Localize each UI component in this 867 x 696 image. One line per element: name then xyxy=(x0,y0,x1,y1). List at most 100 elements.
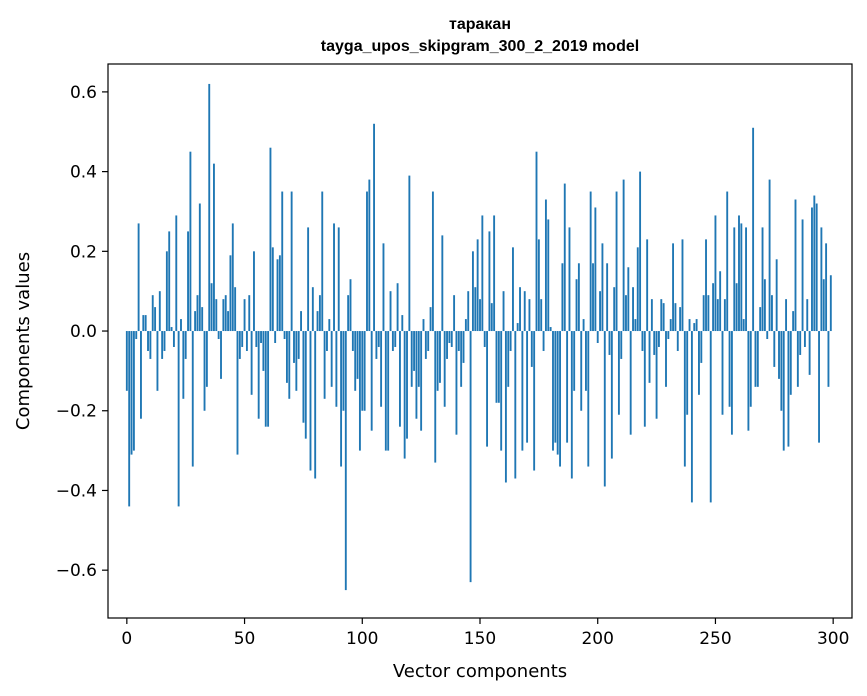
bar xyxy=(627,267,630,332)
bar xyxy=(151,295,154,332)
bar xyxy=(203,331,206,411)
bar xyxy=(311,287,314,332)
bar xyxy=(537,239,540,332)
bar xyxy=(184,331,187,359)
bar xyxy=(406,331,408,439)
bar xyxy=(785,299,788,332)
bar xyxy=(716,299,719,332)
bar xyxy=(323,331,326,399)
bar xyxy=(768,179,771,332)
bar xyxy=(679,307,682,332)
bar xyxy=(655,331,658,419)
bar xyxy=(662,303,665,332)
bar xyxy=(260,331,262,343)
bar xyxy=(688,319,691,332)
bar-series xyxy=(125,83,832,591)
bar xyxy=(528,299,531,332)
bar xyxy=(351,331,354,351)
bar xyxy=(436,331,439,391)
bar xyxy=(422,319,425,332)
bar xyxy=(490,303,493,332)
y-tick-label: 0.2 xyxy=(70,242,97,262)
bar xyxy=(342,331,345,411)
bar xyxy=(782,331,785,451)
bar xyxy=(481,215,484,332)
bar xyxy=(803,331,806,347)
bar xyxy=(740,223,743,332)
bar xyxy=(455,331,458,435)
y-axis: 0.6 0.4 0.2 0.0 −0.2 −0.4 −0.6 xyxy=(56,83,108,581)
bar xyxy=(754,331,757,387)
bar xyxy=(587,331,590,467)
bar xyxy=(415,331,418,419)
bar xyxy=(707,295,710,332)
bar xyxy=(274,331,277,343)
bar xyxy=(596,331,599,343)
x-tick-label: 50 xyxy=(234,629,256,649)
bar xyxy=(690,331,693,503)
bar xyxy=(766,331,769,340)
bar xyxy=(142,315,145,332)
bar xyxy=(182,331,185,399)
chart-title: таракан xyxy=(449,16,511,33)
bar xyxy=(507,331,510,387)
bar xyxy=(554,331,557,443)
bar xyxy=(205,331,208,387)
bar xyxy=(818,331,820,443)
bar xyxy=(775,259,778,332)
bar xyxy=(745,227,747,332)
bar xyxy=(672,243,674,332)
bar xyxy=(500,331,503,451)
bar xyxy=(669,319,672,332)
bar xyxy=(794,199,797,332)
plot-frame xyxy=(107,63,853,619)
bar xyxy=(573,331,576,391)
bar xyxy=(580,331,583,411)
bar xyxy=(613,287,616,332)
bar xyxy=(194,311,197,332)
bar xyxy=(403,331,406,459)
bar xyxy=(170,327,173,332)
bar xyxy=(544,199,547,332)
bar xyxy=(735,283,738,332)
bar xyxy=(262,331,265,371)
x-tick-label: 300 xyxy=(817,629,849,649)
bar xyxy=(730,331,733,435)
bar xyxy=(759,307,762,332)
bar xyxy=(471,251,474,332)
bar xyxy=(191,331,194,467)
bar xyxy=(610,331,613,459)
bar xyxy=(304,331,307,439)
bar xyxy=(344,331,347,591)
bar xyxy=(213,163,215,332)
bar xyxy=(424,331,427,359)
bar xyxy=(582,319,585,332)
bar xyxy=(384,331,387,451)
bar xyxy=(309,331,312,471)
bar xyxy=(269,147,272,332)
bar xyxy=(594,207,597,332)
bar xyxy=(337,227,340,332)
bar xyxy=(566,331,569,443)
bar xyxy=(231,223,234,332)
bar xyxy=(756,331,759,387)
bar xyxy=(137,223,140,332)
bar xyxy=(243,299,246,332)
bar xyxy=(709,331,712,503)
bar xyxy=(238,331,241,359)
bar xyxy=(728,331,731,407)
bar xyxy=(358,331,361,451)
bar xyxy=(815,203,818,332)
bar xyxy=(761,227,764,332)
bar xyxy=(316,311,319,332)
bar xyxy=(552,331,554,451)
bar xyxy=(427,331,430,351)
bar xyxy=(366,191,368,332)
bar xyxy=(747,331,750,431)
bar xyxy=(441,235,444,332)
bar xyxy=(165,251,168,332)
bar xyxy=(215,299,218,332)
bar xyxy=(154,307,157,332)
bar xyxy=(140,331,142,419)
bar xyxy=(738,215,740,332)
